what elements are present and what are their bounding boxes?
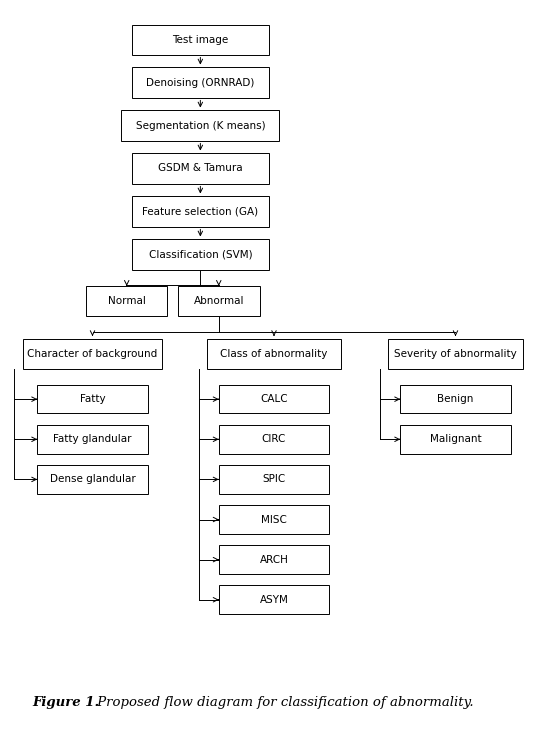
- Text: Denoising (ORNRAD): Denoising (ORNRAD): [146, 77, 254, 88]
- FancyBboxPatch shape: [219, 545, 329, 574]
- Text: CIRC: CIRC: [262, 434, 286, 444]
- FancyBboxPatch shape: [132, 197, 269, 227]
- Text: ARCH: ARCH: [260, 555, 288, 564]
- FancyBboxPatch shape: [132, 240, 269, 270]
- Text: Class of abnormality: Class of abnormality: [220, 349, 328, 359]
- FancyBboxPatch shape: [400, 425, 511, 454]
- Text: CALC: CALC: [260, 394, 288, 404]
- FancyBboxPatch shape: [219, 425, 329, 454]
- FancyBboxPatch shape: [132, 25, 269, 55]
- FancyBboxPatch shape: [37, 465, 148, 493]
- Text: Fatty: Fatty: [79, 394, 105, 404]
- Text: Severity of abnormality: Severity of abnormality: [394, 349, 517, 359]
- Text: Abnormal: Abnormal: [193, 296, 244, 306]
- FancyBboxPatch shape: [122, 110, 279, 140]
- FancyBboxPatch shape: [219, 586, 329, 614]
- Text: Dense glandular: Dense glandular: [50, 474, 135, 485]
- Text: Classification (SVM): Classification (SVM): [149, 249, 252, 260]
- Text: Segmentation (K means): Segmentation (K means): [135, 121, 265, 131]
- Text: Benign: Benign: [437, 394, 473, 404]
- FancyBboxPatch shape: [219, 385, 329, 414]
- FancyBboxPatch shape: [132, 154, 269, 183]
- Text: Feature selection (GA): Feature selection (GA): [142, 206, 259, 216]
- Text: ASYM: ASYM: [260, 595, 288, 605]
- Text: Figure 1.: Figure 1.: [32, 696, 99, 708]
- FancyBboxPatch shape: [400, 385, 511, 414]
- FancyBboxPatch shape: [37, 425, 148, 454]
- Text: GSDM & Tamura: GSDM & Tamura: [158, 164, 243, 173]
- FancyBboxPatch shape: [389, 339, 523, 369]
- Text: SPIC: SPIC: [262, 474, 286, 485]
- FancyBboxPatch shape: [132, 67, 269, 97]
- FancyBboxPatch shape: [207, 339, 341, 369]
- FancyBboxPatch shape: [219, 465, 329, 493]
- FancyBboxPatch shape: [219, 505, 329, 534]
- Text: Normal: Normal: [108, 296, 146, 306]
- Text: Proposed flow diagram for classification of abnormality.: Proposed flow diagram for classification…: [93, 696, 473, 708]
- Text: Character of background: Character of background: [27, 349, 158, 359]
- Text: MISC: MISC: [261, 515, 287, 525]
- FancyBboxPatch shape: [37, 385, 148, 414]
- FancyBboxPatch shape: [86, 286, 168, 316]
- Text: Test image: Test image: [172, 34, 229, 45]
- Text: Fatty glandular: Fatty glandular: [53, 434, 132, 444]
- FancyBboxPatch shape: [23, 339, 162, 369]
- FancyBboxPatch shape: [178, 286, 260, 316]
- Text: Malignant: Malignant: [430, 434, 481, 444]
